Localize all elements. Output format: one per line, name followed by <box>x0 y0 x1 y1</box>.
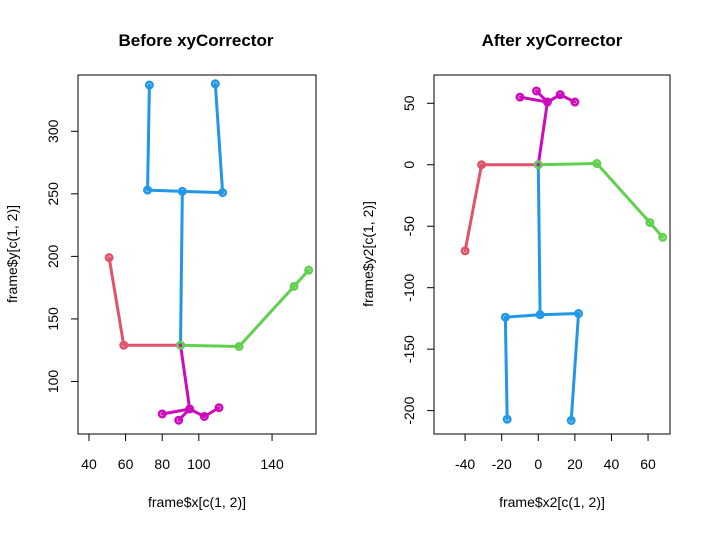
skeleton-segment-blue <box>503 313 542 319</box>
skeleton-segment-blue <box>569 312 581 422</box>
skeleton-point-green <box>304 265 314 275</box>
skeleton-point-green <box>289 281 299 291</box>
skeleton-point-blue <box>177 186 187 196</box>
skeleton-point-magenta <box>531 86 541 96</box>
skeleton-segment-blue <box>180 189 225 195</box>
skeleton-segment-blue <box>503 315 509 421</box>
skeleton-segment-blue <box>536 163 542 317</box>
skeleton-points-after <box>460 86 668 425</box>
x-ticks-after: -40 -20 0 20 40 60 <box>455 434 656 472</box>
x-axis-label-before: frame$x[c(1, 2)] <box>148 494 246 510</box>
skeleton-point-green <box>176 340 186 350</box>
x-tick-label-before: 40 <box>81 456 97 472</box>
x-tick-label-before: 60 <box>118 456 134 472</box>
skeleton-point-magenta <box>214 403 224 413</box>
skeleton-segment-green <box>536 162 599 167</box>
y-axis-label-before: frame$y[c(1, 2)] <box>4 205 20 303</box>
y-tick-label-after: -200 <box>401 396 417 424</box>
y-axis-label-after: frame$y2[c(1, 2)] <box>360 201 376 307</box>
skeleton-point-magenta <box>555 90 565 100</box>
skeleton-point-red <box>477 160 487 170</box>
skeleton-point-green <box>645 218 655 228</box>
skeleton-segment-green <box>179 343 241 348</box>
y-tick-label-after: -50 <box>401 216 417 236</box>
skeleton-segment-blue <box>213 82 225 195</box>
skeleton-segment-red <box>463 163 484 253</box>
x-tick-label-after: -20 <box>492 456 512 472</box>
skeleton-segment-magenta <box>518 95 549 104</box>
skeleton-point-red <box>460 246 470 256</box>
y-tick-label-after: -150 <box>401 335 417 363</box>
skeleton-segment-blue <box>146 188 184 193</box>
skeleton-point-blue <box>143 185 153 195</box>
y-tick-label-before: 250 <box>45 182 61 206</box>
skeleton-segment-blue <box>179 189 184 347</box>
skeleton-point-green <box>592 159 602 169</box>
skeleton-point-blue <box>502 414 512 424</box>
skeleton-point-magenta <box>542 97 552 107</box>
y-tick-label-before: 300 <box>45 119 61 143</box>
y-ticks-before: 100 150 200 250 300 <box>45 119 78 393</box>
skeleton-point-red <box>104 253 114 263</box>
x-tick-label-after: 20 <box>567 456 583 472</box>
skeleton-segment-blue <box>538 312 581 317</box>
x-tick-label-before: 100 <box>187 456 211 472</box>
skeleton-segment-green <box>595 162 652 225</box>
skeleton-point-blue <box>574 309 584 319</box>
skeleton-point-green <box>658 232 668 242</box>
x-axis-label-after: frame$x2[c(1, 2)] <box>499 494 605 510</box>
skeleton-point-blue <box>535 310 545 320</box>
skeleton-point-magenta <box>199 411 209 421</box>
skeleton-segment-magenta <box>179 343 192 411</box>
skeleton-segment-magenta <box>160 407 192 416</box>
panel-title-after: After xyCorrector <box>482 31 623 50</box>
skeleton-point-magenta <box>157 409 167 419</box>
skeleton-point-magenta <box>515 92 525 102</box>
skeleton-point-blue <box>566 415 576 425</box>
y-tick-label-after: 0 <box>401 161 417 169</box>
panel-before: Before xyCorrector 40 60 80 100 140 100 150 20… <box>4 31 317 510</box>
skeleton-segment-magenta <box>536 100 549 167</box>
skeleton-point-magenta <box>570 97 580 107</box>
x-ticks-before: 40 60 80 100 140 <box>81 434 284 472</box>
y-tick-label-before: 100 <box>45 370 61 394</box>
panel-title-before: Before xyCorrector <box>119 31 274 50</box>
skeleton-segment-blue <box>146 83 151 192</box>
skeleton-point-blue <box>210 79 220 89</box>
skeleton-point-blue <box>500 312 510 322</box>
y-tick-label-before: 200 <box>45 244 61 268</box>
x-tick-label-after: 40 <box>604 456 620 472</box>
x-tick-label-after: 0 <box>534 456 542 472</box>
x-tick-label-after: 60 <box>640 456 656 472</box>
skeleton-point-magenta <box>185 404 195 414</box>
skeleton-point-blue <box>218 188 228 198</box>
skeleton-point-blue <box>144 80 154 90</box>
y-tick-label-after: -100 <box>401 273 417 301</box>
skeleton-point-green <box>533 160 543 170</box>
x-tick-label-before: 80 <box>154 456 170 472</box>
skeleton-point-red <box>119 340 129 350</box>
panel-after: After xyCorrector -40 -20 0 20 40 60 -200-150… <box>360 31 671 510</box>
skeleton-segment-red <box>107 256 126 347</box>
skeleton-point-green <box>234 341 244 351</box>
y-ticks-after: -200 -150 -100 -50 0 50 <box>401 95 434 425</box>
x-tick-label-before: 140 <box>260 456 284 472</box>
skeleton-segment-green <box>237 284 296 348</box>
skeleton-point-magenta <box>174 415 184 425</box>
y-tick-label-after: 50 <box>401 95 417 111</box>
x-tick-label-after: -40 <box>455 456 475 472</box>
skeleton-points-before <box>104 79 314 425</box>
y-tick-label-before: 150 <box>45 307 61 331</box>
